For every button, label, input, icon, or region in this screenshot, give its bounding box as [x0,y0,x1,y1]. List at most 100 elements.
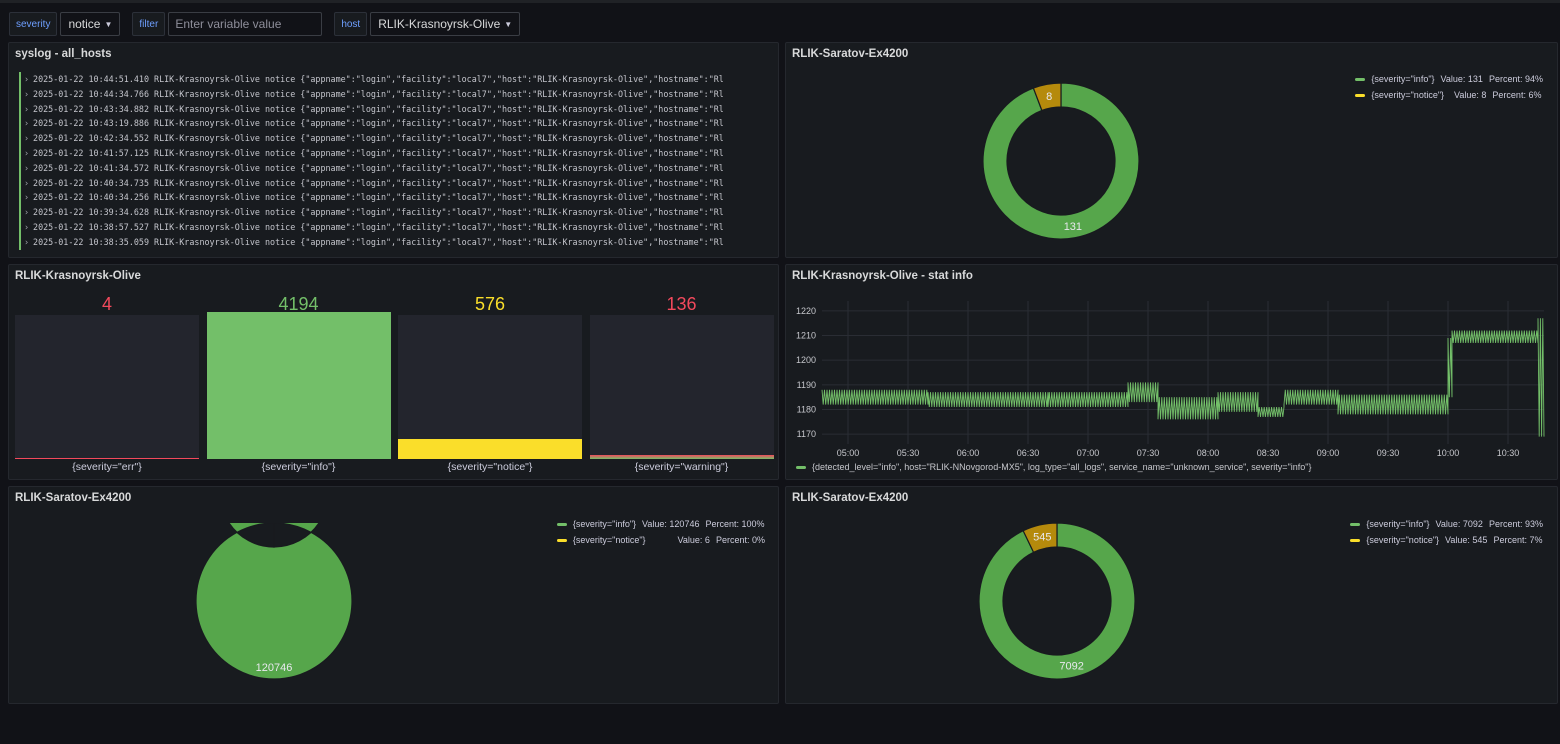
chevron-down-icon: ▼ [104,19,113,29]
log-row[interactable]: › 2025-01-22 10:38:57.527 RLIK-Krasnoyrsk… [19,219,774,235]
chevron-right-icon[interactable]: › [24,88,30,99]
legend-percent: 94% [1524,74,1543,84]
log-row[interactable]: › 2025-01-22 10:41:34.572 RLIK-Krasnoyrsk… [19,160,774,176]
log-row[interactable]: › 2025-01-22 10:40:34.735 RLIK-Krasnoyrsk… [19,175,774,191]
chevron-right-icon[interactable]: › [24,236,30,247]
log-line-text: 2025-01-22 10:44:51.410 RLIK-Krasnoyrsk-… [33,74,724,84]
chevron-right-icon[interactable]: › [24,147,30,158]
legend-item[interactable]: {severity="notice"} Value: 6 Percent: 0% [556,532,765,548]
log-list: › 2025-01-22 10:44:51.410 RLIK-Krasnoyrsk… [19,72,774,250]
donut-slice-label: 8 [1046,91,1052,103]
legend-item[interactable]: {severity="info"} Value: 120746 Percent:… [556,516,765,532]
donut-chart-3: 7092 545 [979,523,1136,680]
donut-panel-1-title[interactable]: RLIK-Saratov-Ex4200 [792,48,909,60]
donut-panel-3-title[interactable]: RLIK-Saratov-Ex4200 [792,492,909,504]
log-row[interactable]: › 2025-01-22 10:42:34.552 RLIK-Krasnoyrsk… [19,131,774,146]
legend-swatch [556,538,567,542]
bargauge-fill [15,458,199,459]
y-tick-label: 1190 [797,380,816,390]
legend-percent: 7% [1529,535,1543,545]
legend-value: 7092 [1462,519,1483,529]
series-line[interactable] [821,318,1545,437]
log-row[interactable]: › 2025-01-22 10:43:34.882 RLIK-Krasnoyrsk… [19,101,774,117]
log-row[interactable]: › 2025-01-22 10:38:35.059 RLIK-Krasnoyrsk… [19,234,774,250]
bargauge-label: {severity="warning"} [634,461,729,473]
legend-item[interactable]: {severity="notice"} Value: 545 Percent: … [1350,532,1543,548]
logs-panel-title[interactable]: syslog - all_hosts [15,48,112,60]
log-row[interactable]: › 2025-01-22 10:44:34.766 RLIK-Krasnoyrsk… [19,86,774,102]
host-variable-select[interactable]: RLIK-Krasnoyrsk-Olive ▼ [370,12,521,36]
bargauge-fill [589,455,774,459]
log-row[interactable]: › 2025-01-22 10:44:51.410 RLIK-Krasnoyrsk… [19,72,774,87]
legend-series-name: {severity="info"} [572,519,637,529]
log-row[interactable]: › 2025-01-22 10:39:34.628 RLIK-Krasnoyrsk… [19,205,774,220]
donut-slice[interactable] [1032,83,1062,112]
bargauge-track [398,315,582,459]
legend-swatch [1350,522,1361,526]
donut-slice[interactable] [196,523,353,680]
donut-panel-2-title[interactable]: RLIK-Saratov-Ex4200 [15,492,132,504]
bargauge-label: {severity="info"} [261,461,336,473]
x-tick-label: 07:00 [1077,448,1100,458]
log-line-text: 2025-01-22 10:40:34.735 RLIK-Krasnoyrsk-… [33,177,724,188]
log-line-text: 2025-01-22 10:41:34.572 RLIK-Krasnoyrsk-… [33,162,724,173]
bargauge-value: 576 [474,294,506,314]
log-line-text: 2025-01-22 10:42:34.552 RLIK-Krasnoyrsk-… [33,133,724,144]
bargauge-fill [398,439,582,459]
bargauge-label: {severity="err"} [72,461,142,473]
x-tick-label: 05:00 [837,448,860,458]
chevron-right-icon[interactable]: › [24,192,30,203]
chevron-right-icon[interactable]: › [24,103,30,114]
y-tick-label: 1220 [796,306,816,316]
donut-chart-2: 120746 [196,523,353,680]
legend-value: 131 [1467,74,1483,84]
log-row[interactable]: › 2025-01-22 10:43:19.886 RLIK-Krasnoyrsk… [19,116,774,132]
legend-percent: 0% [751,535,765,545]
bargauge-panel-title[interactable]: RLIK-Krasnoyrsk-Olive [15,270,141,282]
bargauge-cell[interactable]: 4 {severity="err"} [15,265,199,479]
chevron-right-icon[interactable]: › [24,118,30,129]
x-tick-label: 05:30 [897,448,920,458]
donut-panel-2: RLIK-Saratov-Ex4200 {severity="info"} Va… [8,486,779,704]
chevron-right-icon[interactable]: › [24,207,30,218]
donut-1-legend: {severity="info"} Value: 131 Percent: 94… [1355,71,1543,103]
legend-series-name: {severity="notice"} [1371,90,1445,100]
donut-slice[interactable] [979,523,1136,680]
log-row[interactable]: › 2025-01-22 10:40:34.256 RLIK-Krasnoyrsk… [19,190,774,206]
legend-series-name[interactable]: {detected_level="info", host="RLIK-NNovg… [812,462,1311,472]
severity-variable-value: notice [68,17,101,31]
legend-item[interactable]: {severity="notice"} Value: 8 Percent: 6% [1355,87,1543,103]
bargauge-cell[interactable]: 4194 {severity="info"} [206,265,391,479]
donut-slice[interactable] [1022,523,1058,554]
donut-slice[interactable] [983,83,1140,240]
severity-variable-select[interactable]: notice ▼ [60,12,121,36]
chevron-right-icon[interactable]: › [24,162,30,173]
legend-item[interactable]: {severity="info"} Value: 7092 Percent: 9… [1350,516,1543,532]
legend-item[interactable]: {severity="info"} Value: 131 Percent: 94… [1355,71,1543,87]
chevron-right-icon[interactable]: › [24,177,30,188]
timeseries-panel-title[interactable]: RLIK-Krasnoyrsk-Olive - stat info [792,270,973,282]
bargauge-cell[interactable]: 576 {severity="notice"} [398,265,582,479]
chevron-right-icon[interactable]: › [24,74,30,84]
legend-swatch [556,522,567,526]
log-line-text: 2025-01-22 10:38:35.059 RLIK-Krasnoyrsk-… [33,236,724,247]
donut-panel-3: RLIK-Saratov-Ex4200 {severity="info"} Va… [785,486,1558,704]
legend-percent: 6% [1528,90,1542,100]
x-tick-label: 10:00 [1437,448,1460,458]
timeseries-chart: 1170 1180 1190 1200 1210 1220 05:00 05:30 06:00 0… [796,301,1545,472]
filter-variable-input[interactable]: Enter variable value [168,12,323,36]
bargauge-panel: RLIK-Krasnoyrsk-Olive 4 {severity="err"} 4… [8,264,779,480]
bargauge-cell[interactable]: 136 {severity="warning"} [589,265,774,479]
bargauge-track [15,315,199,459]
x-tick-label: 07:30 [1137,448,1160,458]
log-row[interactable]: › 2025-01-22 10:41:57.125 RLIK-Krasnoyrsk… [19,145,774,161]
chevron-right-icon[interactable]: › [24,221,30,232]
chevron-right-icon[interactable]: › [24,133,30,144]
bargauge-track [206,312,391,459]
legend-swatch [796,466,806,469]
donut-slice-label: 545 [1033,532,1051,544]
chevron-down-icon: ▼ [504,19,513,29]
filter-variable-placeholder: Enter variable value [175,17,282,31]
donut-chart-1: 131 8 [983,83,1140,240]
legend-value: 8 [1481,90,1487,100]
